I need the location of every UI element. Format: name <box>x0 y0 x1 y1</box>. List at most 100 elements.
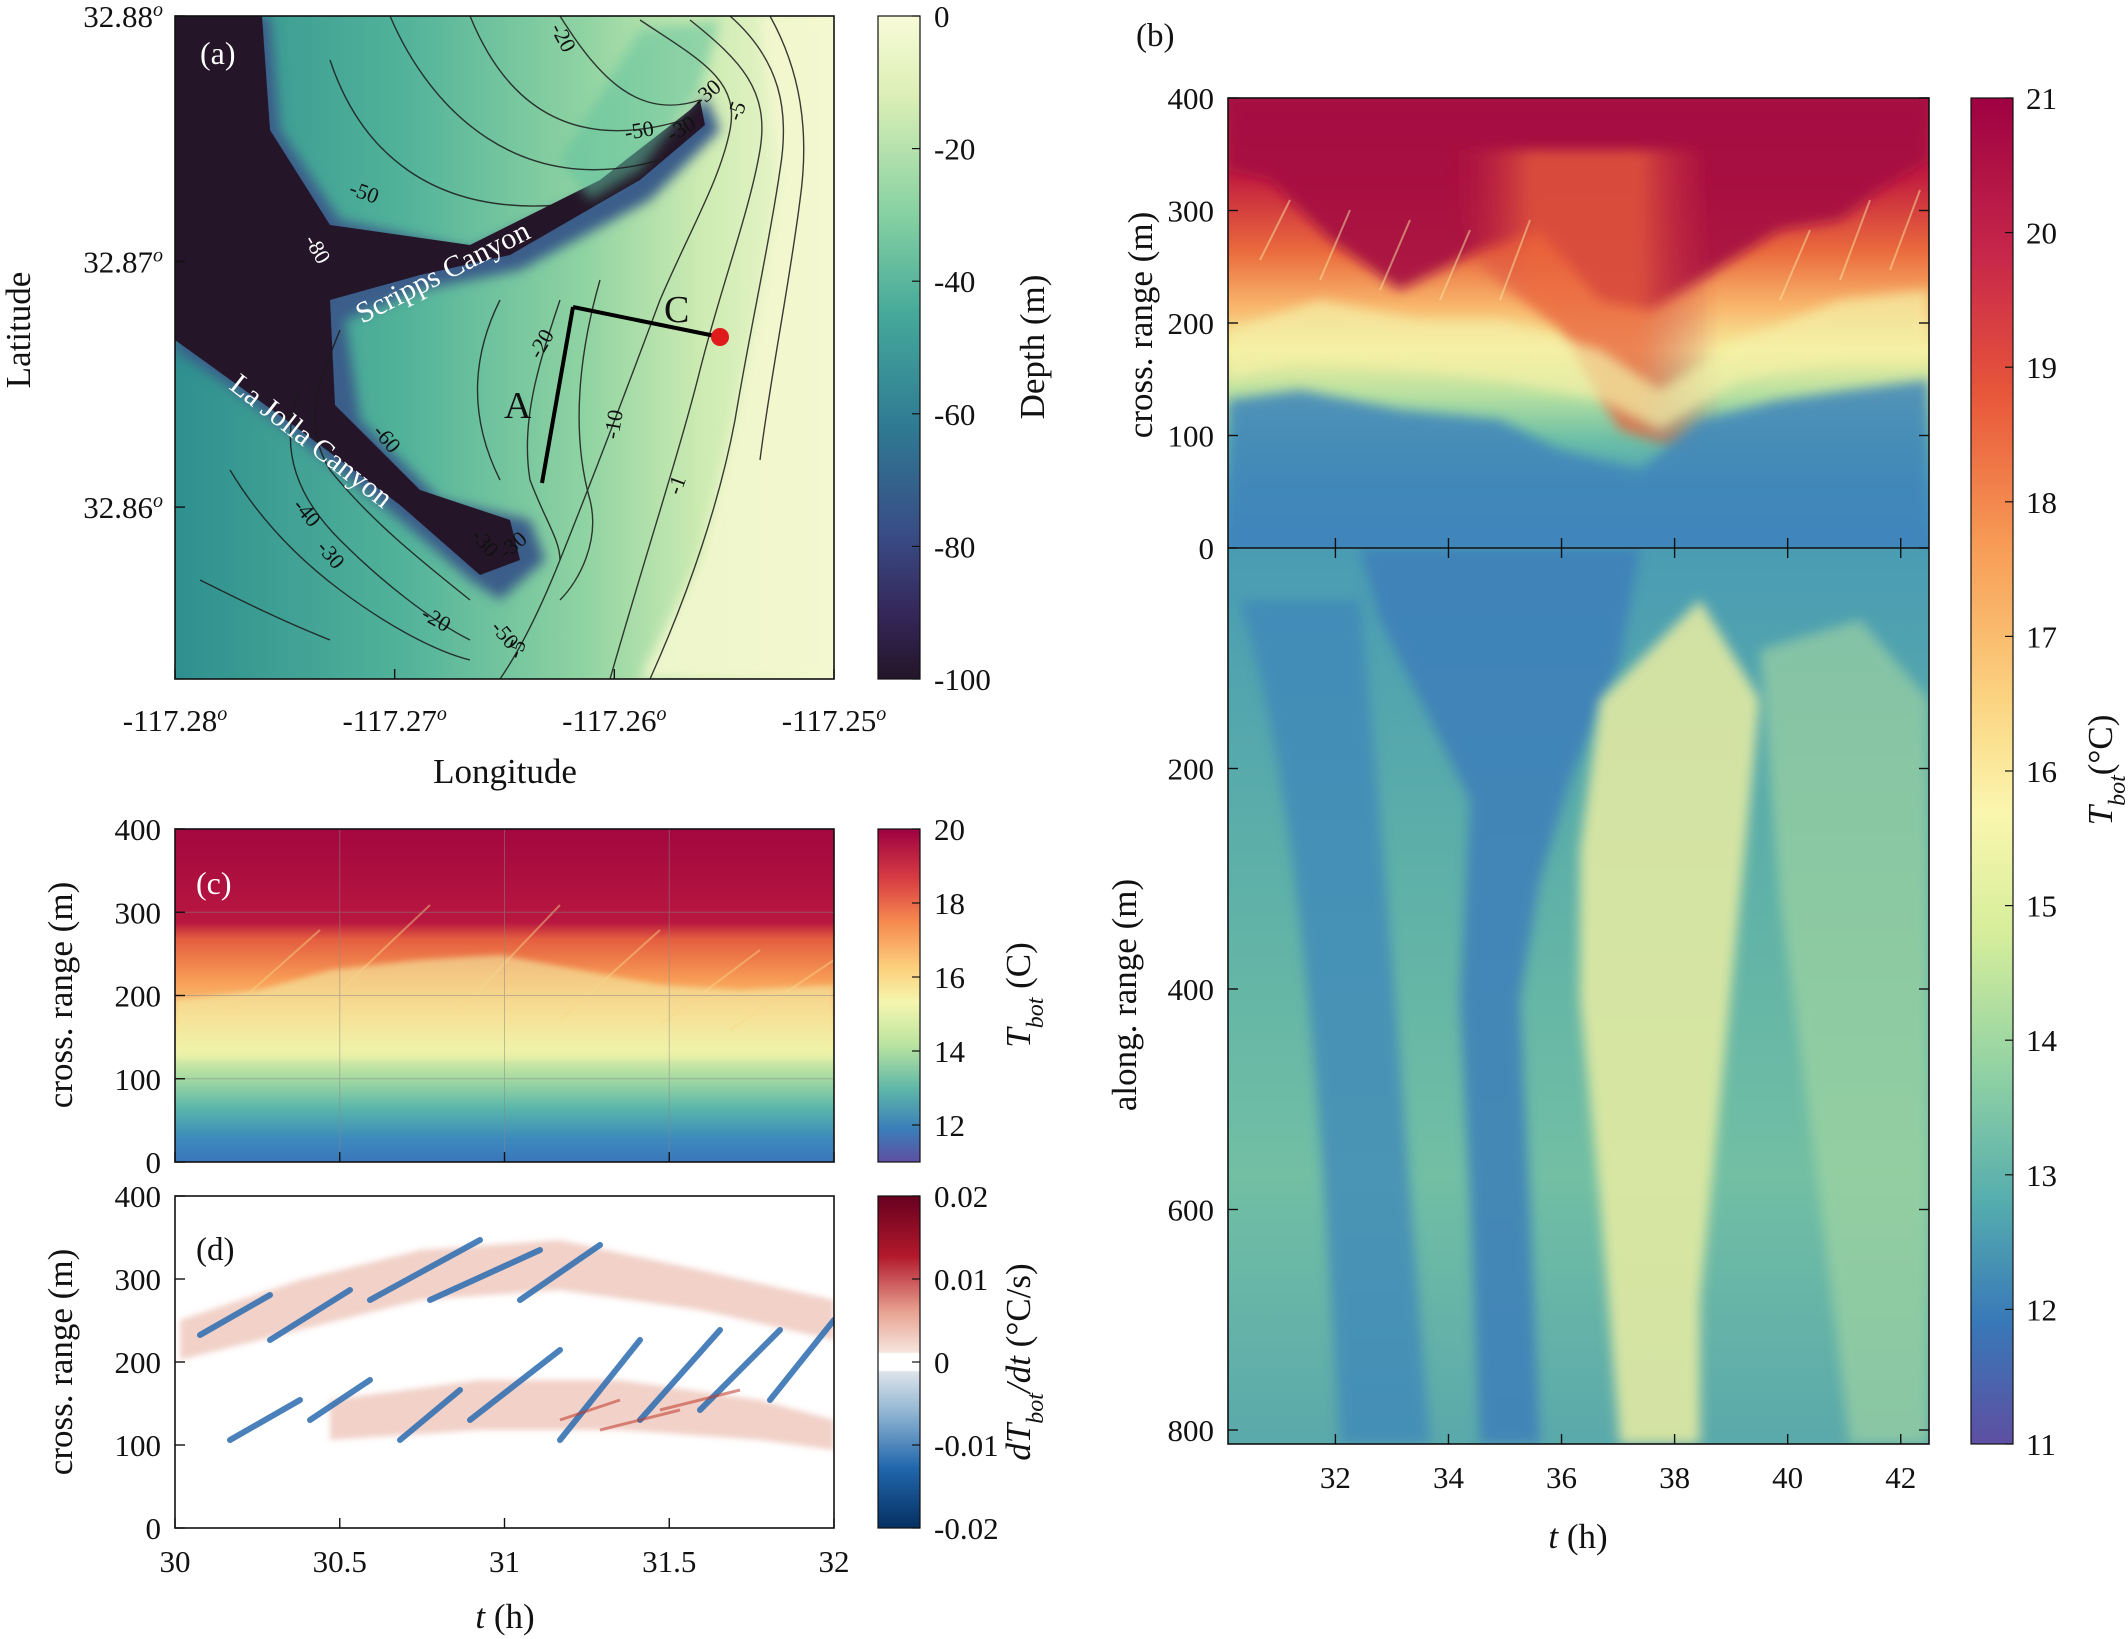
x-tick-label: -117.28o <box>123 703 227 738</box>
colorbar-tick-label: 18 <box>2026 485 2057 520</box>
depth-colorbar <box>877 15 921 680</box>
colorbar-tick-label: -100 <box>934 662 991 697</box>
colorbar-tick-label: -40 <box>934 264 975 299</box>
colorbar-tick-label: 20 <box>934 812 965 847</box>
y-tick-label-bottom: 400 <box>1168 972 1215 1007</box>
panel-b: (b) 0 100 200 300 400 200 400 600 800 32 34 36 38 40… <box>1105 18 2128 1556</box>
contour-label: -10 <box>598 408 628 441</box>
colorbar-tick-label: -0.01 <box>934 1428 999 1463</box>
y-axis-label-top: cross. range (m) <box>1121 212 1160 438</box>
x-tick-label: -117.27o <box>342 703 446 738</box>
colorbar-tick-label: 11 <box>2026 1427 2056 1462</box>
colorbar-tick-label: -20 <box>934 132 975 167</box>
panel-d: (d) 0 100 200 300 400 30 30.5 31 31.5 32 t (h) c… <box>41 1152 1049 1636</box>
transect-c-label: C <box>664 289 689 331</box>
warming-fronts <box>559 1388 741 1432</box>
y-tick-label-top: 300 <box>1168 194 1215 229</box>
panel-b-frame <box>1227 97 1930 1445</box>
grid-lines <box>175 829 834 1162</box>
transect-lines <box>540 305 721 484</box>
rate-field <box>175 1196 834 1528</box>
colorbar-tick-label: 15 <box>2026 889 2057 924</box>
along-range-field <box>1228 548 1929 1444</box>
panel-b-label: (b) <box>1136 18 1174 54</box>
y-tick-label: 0 <box>146 1145 162 1180</box>
y-tick-label: 300 <box>115 1262 162 1297</box>
y-tick-label-top: 0 <box>1199 531 1215 566</box>
colorbar-ticks: 12 14 16 18 20 <box>912 812 966 1143</box>
y-tick-label: 200 <box>115 979 162 1014</box>
y-tick-label: 32.88o <box>83 0 163 34</box>
x-tick-label: 30.5 <box>313 1544 367 1579</box>
y-tick-label: 100 <box>115 1062 162 1097</box>
y-tick-label-bottom: 600 <box>1168 1193 1215 1228</box>
y-tick-label: 200 <box>115 1345 162 1380</box>
panel-a-frame <box>174 15 835 680</box>
colorbar-tick-label: -80 <box>934 529 975 564</box>
y-tick-label-bottom: 800 <box>1168 1413 1215 1448</box>
colorbar-tick-label: 18 <box>934 886 965 921</box>
y-tick-label: 300 <box>115 895 162 930</box>
colorbar-tick-label: 14 <box>934 1034 966 1069</box>
x-tick-label: 40 <box>1772 1460 1803 1495</box>
panel-a: -20-50-30-5-30-80-50-20-10-1-60-40-30 -30… <box>0 0 1052 791</box>
colorbar-tick-label: 16 <box>934 960 965 995</box>
y-tick-labels: 32.86o 32.87o 32.88o <box>83 0 185 525</box>
x-axis-label: t (h) <box>475 1597 534 1636</box>
y-tick-labels: 0 100 200 300 400 <box>115 1179 185 1546</box>
x-tick-label: 31.5 <box>642 1544 696 1579</box>
y-axis-label: cross. range (m) <box>41 1249 80 1475</box>
y-axis-label: cross. range (m) <box>41 882 80 1108</box>
colorbar-tick-label: 0 <box>934 0 950 34</box>
colorbar-tick-label: 14 <box>2026 1023 2058 1058</box>
colorbar-tick-label: 20 <box>2026 216 2057 251</box>
x-axis-label: Longitude <box>433 752 577 791</box>
panel-a-label: (a) <box>200 35 236 71</box>
bathymetry-field <box>175 16 834 679</box>
y-tick-label: 400 <box>115 812 162 847</box>
colorbar-ticks: 11 12 13 14 15 16 17 18 19 20 21 <box>2005 81 2058 1462</box>
transect-a-label: A <box>504 385 532 427</box>
y-axis-label: Latitude <box>0 272 38 389</box>
y-tick-label: 400 <box>115 1179 162 1214</box>
wave-fronts <box>1259 189 1921 301</box>
colorbar-label: Tbot (C) <box>999 942 1049 1048</box>
colorbar-label: Depth (m) <box>1013 275 1052 420</box>
x-tick-label: 34 <box>1433 1460 1465 1495</box>
y-tick-label-top: 100 <box>1168 419 1215 454</box>
y-tick-label: 0 <box>146 1511 162 1546</box>
temperature-colorbar <box>877 828 921 1163</box>
colorbar-label: Tbot(°C) <box>2081 715 2128 826</box>
wave-fronts <box>229 904 834 1031</box>
y-tick-label-bottom: 200 <box>1168 752 1215 787</box>
x-tick-label: 36 <box>1546 1460 1577 1495</box>
colorbar-tick-label: 13 <box>2026 1158 2057 1193</box>
colorbar-tick-label: 17 <box>2026 619 2057 654</box>
colorbar-tick-label: 0.02 <box>934 1179 988 1214</box>
x-tick-label: 42 <box>1885 1460 1916 1495</box>
x-tick-label: 30 <box>160 1544 191 1579</box>
x-tick-label: 38 <box>1659 1460 1690 1495</box>
y-axis-label-bottom: along. range (m) <box>1105 879 1144 1111</box>
y-tick-label: 32.86o <box>83 490 163 525</box>
colorbar-tick-label: -0.02 <box>934 1511 999 1546</box>
colorbar-tick-label: 19 <box>2026 350 2057 385</box>
y-tick-label-top: 400 <box>1168 81 1215 116</box>
colorbar-tick-label: 16 <box>2026 754 2057 789</box>
colorbar-tick-label: 21 <box>2026 81 2057 116</box>
cross-range-field <box>1228 98 1929 548</box>
x-axis-label: t (h) <box>1548 1517 1607 1556</box>
colorbar-label: dTbot/dt (°C/s) <box>999 1263 1049 1460</box>
colorbar-tick-label: 12 <box>934 1108 965 1143</box>
contour-label: -50 <box>623 115 656 145</box>
colorbar-tick-label: 0 <box>934 1345 950 1380</box>
colorbar-tick-label: 0.01 <box>934 1262 988 1297</box>
y-tick-labels: 0 100 200 300 400 200 400 600 800 <box>1168 81 1929 1448</box>
colorbar-ticks: 0 -20 -40 -60 -80 -100 <box>912 0 991 697</box>
x-tick-labels: 30 30.5 31 31.5 32 <box>160 1152 850 1579</box>
x-tick-label: 32 <box>1320 1460 1351 1495</box>
y-tick-label: 32.87o <box>83 245 163 280</box>
instrument-marker <box>711 328 729 346</box>
